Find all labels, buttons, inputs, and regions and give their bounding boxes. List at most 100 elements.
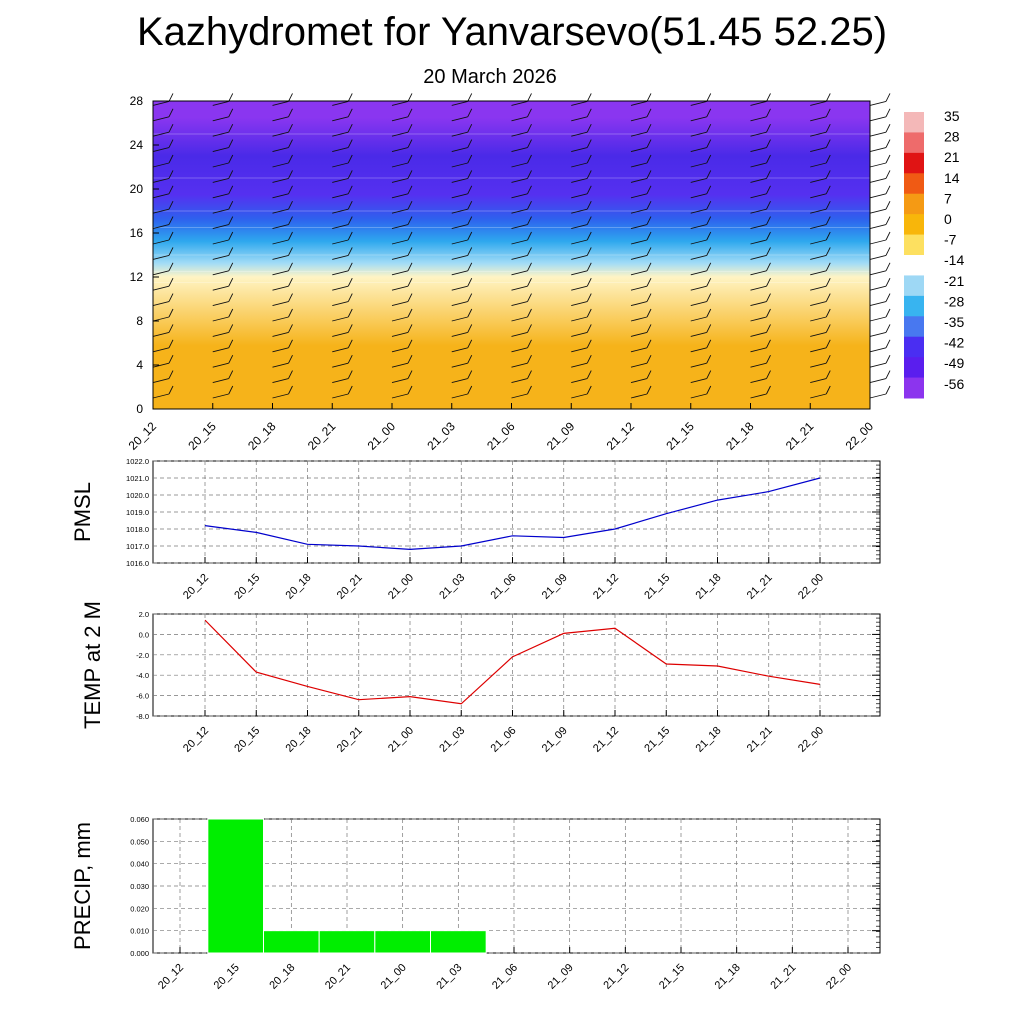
pmsl-y-tick-label: 1016.0 (126, 559, 149, 568)
wind-barb (630, 116, 648, 122)
colorbar-segment (904, 316, 924, 338)
precip-bar (374, 930, 432, 954)
wind-barb (630, 131, 648, 137)
wind-barb-flag (527, 262, 532, 272)
wind-barb (869, 270, 887, 276)
wind-barb (810, 131, 827, 137)
wind-barb-flag (228, 108, 234, 118)
wind-barb (630, 301, 648, 307)
wind-barb-flag (347, 154, 353, 164)
wind-barb-flag (706, 293, 712, 302)
wind-barb-flag (527, 108, 532, 118)
wind-barb-flag (706, 123, 712, 133)
wind-barb-flag (527, 277, 532, 287)
wind-barb-flag (766, 339, 771, 349)
wind-barb (750, 270, 767, 276)
pmsl-x-tick-label: 20_15 (232, 572, 262, 602)
wind-barb-flag (467, 324, 473, 333)
wind-barb (212, 254, 229, 260)
wind-barb (571, 239, 588, 245)
wind-barb (810, 285, 827, 291)
wind-barb (451, 131, 468, 137)
precip-y-tick-label: 0.050 (130, 837, 149, 846)
colorbar-label: 7 (944, 190, 952, 206)
wind-barb (152, 131, 170, 137)
wind-barb-flag (288, 123, 293, 133)
wind-barb-flag (706, 216, 712, 225)
wind-barb (152, 362, 170, 368)
wind-barb (690, 393, 707, 399)
precip-x-tick-label: 21_03 (434, 962, 464, 992)
wind-barb-flag (586, 93, 592, 102)
wind-barb-flag (706, 154, 712, 164)
precip-x-tick-label: 20_15 (212, 962, 242, 992)
colorbar-label: -21 (944, 273, 964, 289)
wind-barb-flag (407, 277, 413, 287)
wind-barb (810, 116, 827, 122)
wind-barb (451, 254, 468, 260)
wind-barb-flag (288, 154, 293, 164)
wind-barb (272, 316, 289, 322)
wind-barb-flag (288, 293, 293, 302)
wind-barb-flag (288, 354, 293, 364)
wind-barb-flag (825, 108, 831, 118)
wind-barb (391, 147, 409, 153)
colorbar-label: -28 (944, 293, 964, 309)
wind-barb-flag (288, 324, 293, 333)
pmsl-series-line (204, 477, 821, 551)
wind-barb-flag (646, 324, 652, 333)
wind-barb-flag (467, 339, 473, 349)
wind-barb (451, 301, 468, 307)
wind-barb-flag (228, 200, 234, 210)
wind-barb (272, 162, 289, 168)
precip-y-tick-label: 0.030 (130, 882, 149, 891)
wind-barb (511, 224, 528, 230)
wind-barb (272, 116, 289, 122)
wind-barb-flag (706, 108, 712, 118)
wind-barb-flag (407, 324, 413, 333)
wind-barb-flag (646, 370, 652, 379)
wind-barb (630, 347, 648, 353)
wind-barb (571, 285, 588, 291)
wind-barb-flag (228, 385, 234, 395)
wind-barb-flag (646, 108, 652, 118)
wind-barb-flag (228, 139, 234, 148)
wind-barb (630, 224, 648, 230)
temp-y-tick-label: -2.0 (136, 651, 149, 660)
wind-barb-flag (766, 108, 771, 118)
colorbar-segment (904, 255, 924, 276)
wind-barb-flag (527, 231, 532, 241)
wind-barb-flag (646, 247, 652, 256)
wind-barb (332, 224, 349, 230)
wind-barb-flag (766, 216, 771, 225)
wind-barb-flag (228, 262, 234, 272)
heatmap-x-tick-label: 21_06 (484, 419, 518, 453)
precip-x-tick-label: 20_12 (156, 962, 186, 992)
wind-barb (152, 239, 170, 245)
colorbar-segment (904, 214, 924, 236)
wind-barb (571, 347, 588, 353)
wind-barb (332, 239, 349, 245)
wind-barb (272, 147, 289, 153)
wind-barb (810, 393, 827, 399)
wind-barb (810, 347, 827, 353)
wind-barb-flag (407, 354, 413, 364)
colorbar-label: 35 (944, 108, 960, 124)
wind-barb (690, 270, 707, 276)
colorbar-segment (904, 193, 924, 215)
wind-barb (630, 254, 648, 260)
wind-barb (272, 362, 289, 368)
colorbar-label: 0 (944, 211, 952, 227)
wind-barb (690, 285, 707, 291)
wind-barb (152, 177, 170, 183)
wind-barb (630, 177, 648, 183)
wind-barb (332, 208, 349, 214)
wind-barb-flag (706, 277, 712, 287)
wind-barb (391, 270, 409, 276)
wind-barb (571, 254, 588, 260)
pmsl-x-tick-label: 21_00 (386, 572, 416, 602)
wind-barb (152, 162, 170, 168)
wind-barb (511, 254, 528, 260)
wind-barb (451, 362, 468, 368)
wind-barb-flag (646, 154, 652, 164)
